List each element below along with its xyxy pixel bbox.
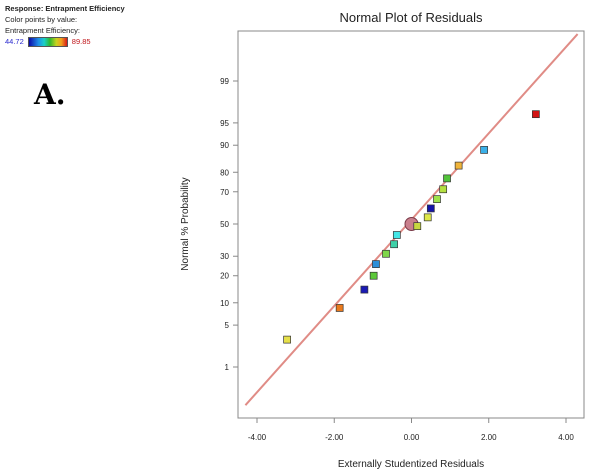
residual-point xyxy=(480,146,488,154)
residual-points xyxy=(283,110,540,344)
residual-point xyxy=(369,271,378,280)
x-axis: -4.00 -2.00 0.00 2.00 4.00 xyxy=(248,418,574,442)
residual-point xyxy=(423,213,432,222)
y-tick-label: 5 xyxy=(225,321,230,330)
legend-max-value: 89.85 xyxy=(71,37,91,46)
y-tick-label: 80 xyxy=(220,168,229,177)
color-legend: Response: Entrapment Efficiency Color po… xyxy=(5,3,125,47)
residual-point xyxy=(439,185,448,194)
residual-point xyxy=(335,304,344,312)
y-axis-label: Normal % Probability xyxy=(180,177,191,270)
legend-scale-row: 44.72 89.85 xyxy=(5,36,125,47)
legend-color-name: Entrapment Efficiency: xyxy=(5,26,80,35)
x-tick-label: -2.00 xyxy=(325,433,344,442)
y-tick-label: 20 xyxy=(220,272,229,281)
residual-point xyxy=(532,110,540,119)
chart-title: Normal Plot of Residuals xyxy=(339,10,483,25)
residual-point xyxy=(426,204,435,213)
residual-point xyxy=(372,260,380,268)
legend-response: Response: Entrapment Efficiency xyxy=(5,4,125,13)
residual-point xyxy=(382,249,390,258)
legend-color-bar xyxy=(27,36,68,47)
y-tick-label: 99 xyxy=(220,77,229,86)
y-tick-label: 30 xyxy=(220,252,229,261)
y-tick-label: 95 xyxy=(220,119,229,128)
residual-point xyxy=(413,222,422,231)
residual-point xyxy=(390,240,398,249)
y-tick-label: 90 xyxy=(220,141,229,150)
y-tick-label: 70 xyxy=(220,188,229,197)
legend-color-note: Color points by value: xyxy=(5,15,78,24)
x-tick-label: -4.00 xyxy=(248,433,267,442)
residual-point xyxy=(360,285,369,294)
residual-point xyxy=(454,161,463,170)
residual-point xyxy=(433,195,441,203)
y-tick-label: 1 xyxy=(225,363,230,372)
x-tick-label: 2.00 xyxy=(481,433,497,442)
x-tick-label: 4.00 xyxy=(558,433,574,442)
x-tick-label: 0.00 xyxy=(404,433,420,442)
x-axis-label: Externally Studentized Residuals xyxy=(338,459,484,470)
residual-point xyxy=(283,335,291,344)
panel-label: A. xyxy=(34,78,66,111)
residual-point xyxy=(392,231,401,239)
legend-min-value: 44.72 xyxy=(5,37,24,46)
residual-point xyxy=(443,174,451,183)
y-tick-label: 10 xyxy=(220,299,229,308)
y-tick-label: 50 xyxy=(220,220,229,229)
y-axis: 1 5 10 20 30 50 70 80 90 95 99 xyxy=(220,77,238,372)
